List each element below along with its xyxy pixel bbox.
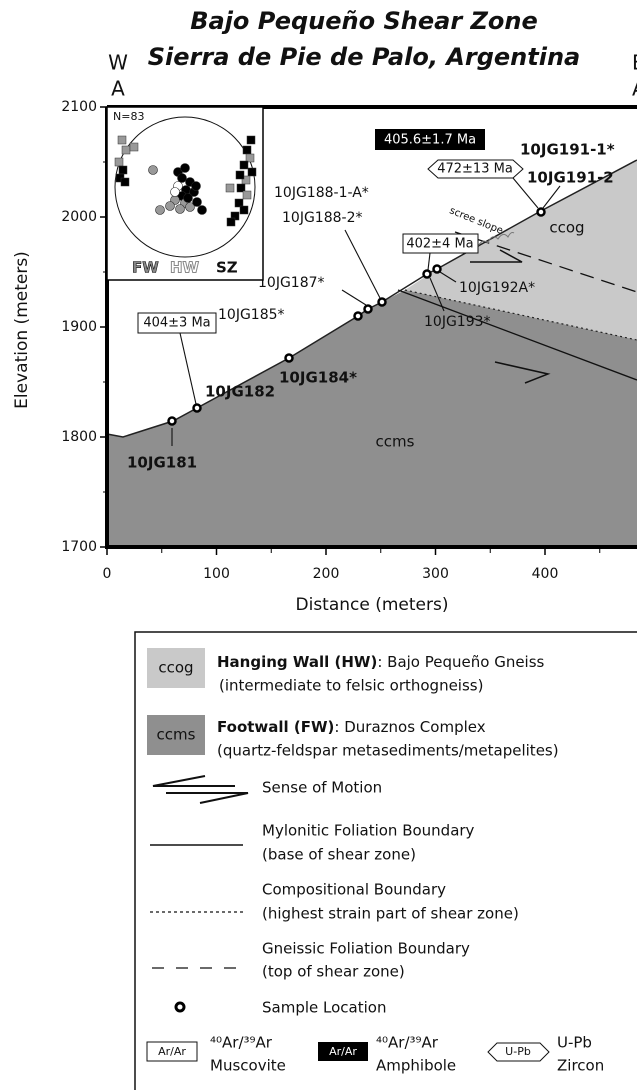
legend-text: Muscovite bbox=[210, 1057, 286, 1075]
y-tick-label: 1900 bbox=[61, 319, 97, 335]
sample-label: 10JG188-2* bbox=[282, 210, 362, 226]
sample-label: 10JG191-2 bbox=[527, 169, 614, 187]
stereonet-label: HW bbox=[170, 259, 200, 277]
stereonet-label: SZ bbox=[216, 259, 238, 277]
title: Sierra de Pie de Palo, Argentina bbox=[148, 43, 580, 71]
sample-label: 10JG191-1* bbox=[520, 141, 615, 159]
stereonet-square bbox=[236, 171, 244, 179]
stereonet-n: N=83 bbox=[113, 110, 144, 123]
legend-text: (highest strain part of shear zone) bbox=[262, 905, 519, 923]
stereonet-square bbox=[118, 136, 126, 144]
sample-label: 10JG187* bbox=[258, 275, 325, 291]
stereonet-square bbox=[240, 206, 248, 214]
sample-label: 10JG184* bbox=[279, 369, 357, 387]
x-tick-label: 0 bbox=[103, 566, 112, 582]
legend-box-label: Ar/Ar bbox=[158, 1045, 186, 1058]
stereonet-circle bbox=[171, 188, 180, 197]
age: 404±3 Ma bbox=[143, 316, 210, 331]
legend-text: Zircon bbox=[557, 1057, 604, 1075]
stereonet-circle bbox=[184, 194, 193, 203]
legend-text: (top of shear zone) bbox=[262, 963, 405, 981]
legend-box-label: Ar/Ar bbox=[329, 1045, 357, 1058]
legend-text: Amphibole bbox=[376, 1057, 456, 1075]
unit-label: ccms bbox=[376, 433, 415, 451]
stereonet-square bbox=[122, 146, 130, 154]
x-tick-label: 400 bbox=[532, 566, 559, 582]
x-tick-label: 100 bbox=[203, 566, 230, 582]
legend-text: ⁴⁰Ar/³⁹Ar bbox=[376, 1034, 439, 1052]
sample-label: 10JG188-1-A* bbox=[274, 185, 369, 201]
unit-label: ccog bbox=[549, 219, 584, 237]
stereonet-circle bbox=[193, 198, 202, 207]
y-tick-label: 1800 bbox=[61, 429, 97, 445]
stereonet-circle bbox=[166, 202, 175, 211]
stereonet-square bbox=[130, 143, 138, 151]
x-tick-label: 300 bbox=[422, 566, 449, 582]
sample-label: 10JG181 bbox=[127, 454, 197, 472]
stereonet-circle bbox=[198, 206, 207, 215]
stereonet-circle bbox=[156, 206, 165, 215]
legend-text: Sense of Motion bbox=[262, 779, 382, 797]
stereonet-label: FW bbox=[132, 259, 159, 277]
legend-text: (quartz-feldspar metasediments/metapelit… bbox=[217, 742, 559, 760]
x-axis: 0 100 200 300 400 bbox=[103, 547, 600, 582]
legend-text: Sample Location bbox=[262, 999, 386, 1017]
y-axis: 2100 2000 1900 1800 1700 bbox=[61, 99, 107, 555]
legend-text: Hanging Wall (HW): Bajo Pequeño Gneiss bbox=[217, 653, 545, 671]
section-end: A' bbox=[632, 77, 637, 101]
y-tick-label: 2100 bbox=[61, 99, 97, 115]
age: 402±4 Ma bbox=[406, 237, 473, 252]
stereonet-square bbox=[240, 161, 248, 169]
legend-swatch-label: ccms bbox=[157, 726, 196, 744]
legend-text: ⁴⁰Ar/³⁹Ar bbox=[210, 1034, 273, 1052]
legend-text: (intermediate to felsic orthogneiss) bbox=[219, 677, 483, 695]
legend-text: U-Pb bbox=[557, 1034, 592, 1052]
stereonet-square bbox=[119, 166, 127, 174]
legend-text: Footwall (FW): Duraznos Complex bbox=[217, 718, 486, 736]
stereonet-circle bbox=[178, 174, 187, 183]
stereonet-square bbox=[243, 191, 251, 199]
legend-text: Gneissic Foliation Boundary bbox=[262, 940, 470, 958]
age: 405.6±1.7 Ma bbox=[384, 133, 476, 148]
stereonet-circle bbox=[149, 166, 158, 175]
stereonet-circle bbox=[192, 182, 201, 191]
stereonet-square bbox=[248, 168, 256, 176]
sample-label: 10JG193* bbox=[424, 314, 491, 330]
legend-text: (base of shear zone) bbox=[262, 846, 416, 864]
x-tick-label: 200 bbox=[313, 566, 340, 582]
y-axis-label: Elevation (meters) bbox=[12, 251, 32, 409]
legend-sample bbox=[176, 1003, 184, 1011]
stereonet-square bbox=[226, 184, 234, 192]
stereonet-circle bbox=[176, 205, 185, 214]
legend-swatch-label: ccog bbox=[158, 659, 193, 677]
stereonet-square bbox=[247, 136, 255, 144]
legend-text: Compositional Boundary bbox=[262, 881, 446, 899]
age: 472±13 Ma bbox=[437, 162, 513, 177]
x-axis-label: Distance (meters) bbox=[296, 595, 449, 615]
sample-label: 10JG182 bbox=[205, 383, 275, 401]
section-end: A bbox=[111, 77, 125, 101]
y-tick-label: 2000 bbox=[61, 209, 97, 225]
legend-box-label: U-Pb bbox=[505, 1045, 531, 1058]
stereonet-square bbox=[121, 178, 129, 186]
section-end: W bbox=[108, 51, 128, 75]
stereonet-circle bbox=[181, 164, 190, 173]
stereonet-square bbox=[243, 146, 251, 154]
legend-text: Mylonitic Foliation Boundary bbox=[262, 822, 475, 840]
sample-label: 10JG192A* bbox=[459, 280, 535, 296]
figure: Bajo Pequeño Shear Zone Sierra de Pie de… bbox=[0, 0, 637, 1090]
stereonet-square bbox=[227, 218, 235, 226]
sample-label: 10JG185* bbox=[218, 307, 285, 323]
page: {"title": ["Bajo Pequeño Shear Zone", "S… bbox=[0, 0, 637, 1090]
y-tick-label: 1700 bbox=[61, 539, 97, 555]
title: Bajo Pequeño Shear Zone bbox=[190, 7, 538, 35]
stereonet-square bbox=[115, 158, 123, 166]
section-end: E bbox=[632, 51, 637, 75]
